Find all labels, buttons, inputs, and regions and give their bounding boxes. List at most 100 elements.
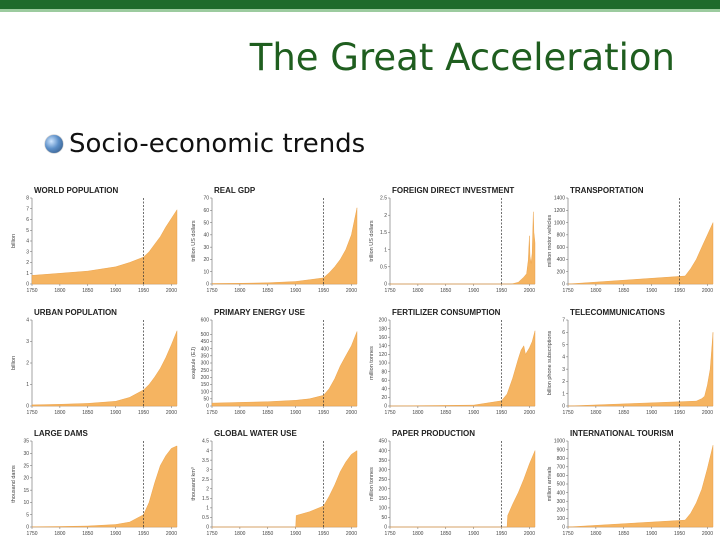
y-tick-label: 40 bbox=[203, 233, 209, 239]
y-tick-label: 4 bbox=[26, 239, 29, 245]
x-tick-label: 1950 bbox=[318, 410, 329, 416]
y-tick-label: 150 bbox=[201, 382, 210, 388]
y-axis-label: million tonnes bbox=[369, 346, 375, 380]
data-area bbox=[31, 330, 178, 407]
x-tick-label: 1750 bbox=[26, 410, 37, 416]
chart-title: LARGE DAMS bbox=[34, 429, 88, 438]
y-tick-label: 7 bbox=[562, 318, 565, 324]
x-tick-label: 1850 bbox=[262, 531, 273, 537]
y-tick-label: 1.5 bbox=[380, 230, 387, 236]
y-axis-label: exajoule (EJ) bbox=[191, 347, 197, 379]
chart-panel: TRANSPORTATION million motor vehicles 0 200… bbox=[547, 186, 713, 294]
y-axis-label: million tonnes bbox=[369, 467, 375, 501]
y-tick-label: 0 bbox=[562, 282, 565, 288]
x-tick-label: 1800 bbox=[590, 531, 601, 537]
y-tick-label: 2.5 bbox=[202, 477, 209, 483]
chart-title: FERTILIZER CONSUMPTION bbox=[392, 308, 501, 317]
y-tick-label: 1 bbox=[384, 247, 387, 253]
x-tick-label: 1850 bbox=[618, 288, 629, 294]
y-tick-label: 250 bbox=[379, 477, 388, 483]
y-tick-label: 200 bbox=[557, 269, 566, 275]
y-tick-label: 15 bbox=[23, 488, 29, 494]
x-tick-label: 1900 bbox=[646, 288, 657, 294]
y-tick-label: 120 bbox=[379, 352, 388, 358]
x-tick-label: 2000 bbox=[346, 410, 357, 416]
y-tick-label: 80 bbox=[381, 369, 387, 375]
y-axis-label: billion bbox=[11, 356, 17, 370]
y-tick-label: 3 bbox=[26, 249, 29, 255]
y-tick-label: 3 bbox=[562, 367, 565, 373]
x-tick-label: 1950 bbox=[674, 531, 685, 537]
x-tick-label: 1950 bbox=[138, 410, 149, 416]
x-tick-label: 1750 bbox=[562, 288, 573, 294]
y-tick-label: 60 bbox=[203, 208, 209, 214]
y-tick-label: 4 bbox=[206, 448, 209, 454]
x-tick-label: 2000 bbox=[346, 288, 357, 294]
data-area bbox=[567, 222, 714, 285]
y-tick-label: 1200 bbox=[554, 208, 565, 214]
y-tick-label: 600 bbox=[557, 245, 566, 251]
chart-panel: PAPER PRODUCTION million tonnes 0 50 100 150 2… bbox=[369, 429, 535, 537]
x-tick-label: 2000 bbox=[166, 410, 177, 416]
chart-panel: WORLD POPULATION billion 0 1 2 3 4 5 6 7 8 1750 1800… bbox=[11, 186, 177, 294]
x-tick-label: 1800 bbox=[54, 288, 65, 294]
data-area bbox=[211, 207, 358, 285]
x-tick-label: 1900 bbox=[468, 288, 479, 294]
y-tick-label: 35 bbox=[23, 439, 29, 445]
y-tick-label: 50 bbox=[203, 397, 209, 403]
y-tick-label: 60 bbox=[381, 378, 387, 384]
x-tick-label: 1750 bbox=[26, 531, 37, 537]
y-tick-label: 140 bbox=[379, 344, 388, 350]
chart-title: REAL GDP bbox=[214, 186, 256, 195]
data-area bbox=[567, 332, 714, 407]
y-tick-label: 0.5 bbox=[380, 265, 387, 271]
x-tick-label: 1950 bbox=[496, 410, 507, 416]
y-tick-label: 20 bbox=[381, 395, 387, 401]
chart-panel: PRIMARY ENERGY USE exajoule (EJ) 050 100150… bbox=[191, 308, 357, 416]
chart-panel: URBAN POPULATION billion 0 1 2 3 4 1750 1800 1850… bbox=[11, 308, 177, 416]
y-tick-label: 2.5 bbox=[380, 196, 387, 202]
x-tick-label: 1800 bbox=[234, 288, 245, 294]
chart-title: GLOBAL WATER USE bbox=[214, 429, 297, 438]
y-tick-label: 4 bbox=[26, 318, 29, 324]
y-tick-label: 1.5 bbox=[202, 496, 209, 502]
y-tick-label: 7 bbox=[26, 206, 29, 212]
y-tick-label: 20 bbox=[203, 257, 209, 263]
y-tick-label: 4.5 bbox=[202, 439, 209, 445]
x-tick-label: 1900 bbox=[290, 531, 301, 537]
y-tick-label: 500 bbox=[201, 332, 210, 338]
chart-title: FOREIGN DIRECT INVESTMENT bbox=[392, 186, 514, 195]
chart-panel: TELECOMMUNICATIONS billion phone subscrip… bbox=[547, 308, 713, 416]
y-tick-label: 1400 bbox=[554, 196, 565, 202]
y-tick-label: 700 bbox=[557, 465, 566, 471]
y-tick-label: 1 bbox=[206, 506, 209, 512]
x-tick-label: 1850 bbox=[262, 288, 273, 294]
x-tick-label: 1750 bbox=[206, 288, 217, 294]
data-area bbox=[567, 445, 714, 528]
data-area bbox=[31, 209, 178, 285]
x-tick-label: 1950 bbox=[674, 410, 685, 416]
y-tick-label: 4 bbox=[562, 355, 565, 361]
data-area bbox=[212, 450, 358, 528]
chart-title: INTERNATIONAL TOURISM bbox=[570, 429, 674, 438]
y-axis-label: thousand km³ bbox=[191, 467, 197, 500]
x-tick-label: 1850 bbox=[82, 410, 93, 416]
chart-panel: INTERNATIONAL TOURISM million arrivals 0 10… bbox=[547, 429, 713, 537]
y-tick-label: 800 bbox=[557, 233, 566, 239]
x-tick-label: 1750 bbox=[384, 288, 395, 294]
data-area bbox=[389, 330, 536, 407]
x-tick-label: 1750 bbox=[26, 288, 37, 294]
y-tick-label: 2 bbox=[26, 260, 29, 266]
y-tick-label: 100 bbox=[379, 506, 388, 512]
y-tick-label: 300 bbox=[201, 361, 210, 367]
globe-bullet-icon bbox=[45, 135, 63, 153]
y-tick-label: 5 bbox=[26, 512, 29, 518]
chart-title: TRANSPORTATION bbox=[570, 186, 644, 195]
y-tick-label: 70 bbox=[203, 196, 209, 202]
y-tick-label: 200 bbox=[201, 375, 210, 381]
x-tick-label: 1800 bbox=[590, 410, 601, 416]
x-tick-label: 1900 bbox=[110, 410, 121, 416]
x-tick-label: 1900 bbox=[110, 288, 121, 294]
y-tick-label: 2 bbox=[562, 379, 565, 385]
x-tick-label: 2000 bbox=[346, 531, 357, 537]
